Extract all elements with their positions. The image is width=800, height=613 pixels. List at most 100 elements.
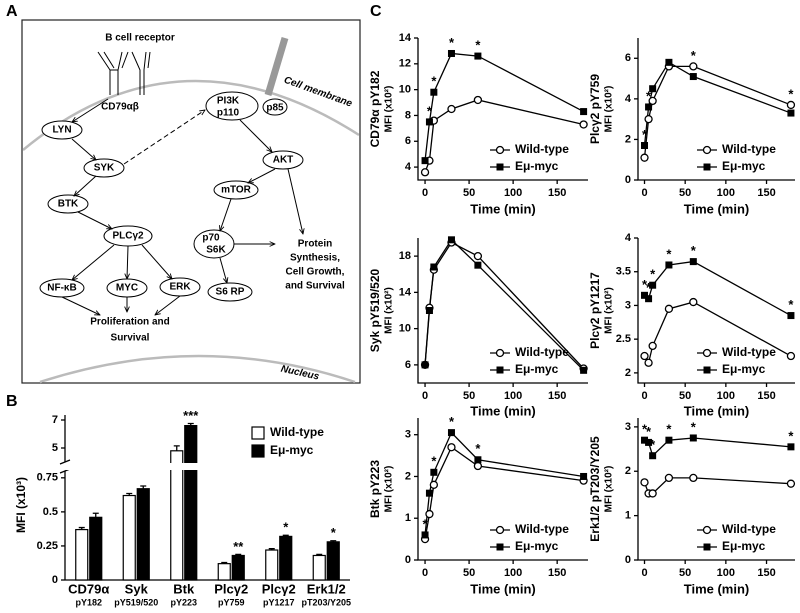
marker (473, 251, 483, 261)
node-label: p70 (202, 233, 220, 244)
bar (265, 549, 279, 581)
marker (648, 96, 657, 106)
legend-swatch (251, 426, 265, 440)
legend-marker (496, 543, 504, 551)
legend-label: Eμ-myc (722, 159, 766, 173)
bar (122, 494, 136, 581)
x-tick-label: 150 (757, 390, 775, 402)
receptor-label: B cell receptor (105, 33, 175, 44)
y-tick-label: 4 (405, 161, 412, 173)
y-axis-label: MFI (x10³) (14, 477, 28, 533)
marker (447, 104, 456, 114)
marker (580, 472, 588, 480)
significance: * (283, 520, 289, 535)
error-bar (282, 534, 289, 537)
y-axis-label: MFI (x10²) (384, 287, 395, 334)
legend-label: Wild-type (515, 345, 569, 359)
bar (231, 554, 245, 581)
marker (665, 58, 673, 66)
marker (689, 297, 698, 307)
marker (648, 489, 657, 498)
nuclear-membrane (39, 354, 356, 384)
marker (664, 473, 674, 483)
significance: * (788, 428, 794, 443)
y-tick-label: 6 (405, 135, 411, 147)
legend-label: Wild-type (722, 522, 776, 536)
marker (641, 142, 649, 150)
marker (430, 468, 438, 476)
marker (649, 452, 657, 460)
y-tick-label: 2 (625, 367, 631, 379)
marker (447, 236, 455, 244)
y-tick-label: 2 (625, 465, 631, 477)
y-axis-label: CD79α pY182 (368, 70, 382, 147)
marker (447, 49, 455, 57)
series-line (424, 238, 585, 371)
marker (447, 443, 456, 452)
marker (645, 103, 653, 111)
legend-marker (495, 525, 505, 535)
error-bar (78, 526, 85, 530)
inhibitor-icon (264, 36, 289, 97)
x-tick-label: Plcγ2 (214, 581, 248, 596)
x-tick-label: CD79α (68, 581, 109, 596)
node-label: LYN (52, 125, 71, 136)
significance: * (691, 419, 697, 434)
node-label: S6 RP (216, 287, 245, 298)
marker (786, 351, 796, 361)
y-tick-label: 5 (52, 442, 58, 454)
node-label: CD79αβ (101, 102, 139, 113)
significance: * (691, 243, 697, 258)
y-tick-label: 2 (625, 133, 631, 145)
node-label: ERK (169, 282, 191, 293)
marker (641, 291, 649, 299)
x-tick-label: 100 (504, 187, 522, 199)
node-label: PLCγ2 (112, 231, 144, 242)
y-tick-label: 0.25 (37, 540, 58, 552)
y-tick-label: 18 (399, 250, 411, 262)
pathway-diagram: Cell membrane Nucleus B cell receptor CD… (21, 19, 361, 384)
x-tick-label: 100 (504, 567, 522, 579)
error-bar (92, 512, 99, 518)
y-tick-label: 14 (399, 32, 412, 44)
marker (665, 261, 673, 269)
x-tick-label: 50 (463, 187, 475, 199)
marker (425, 118, 433, 126)
y-tick-label: 0.5 (43, 506, 58, 518)
legend-label: Eμ-myc (515, 159, 559, 173)
x-axis-label: Time (min) (470, 581, 536, 596)
y-tick-label: 2.5 (616, 333, 631, 345)
marker (430, 263, 438, 271)
x-tick-label: 150 (757, 567, 775, 579)
error-bar (316, 553, 323, 556)
marker (649, 281, 657, 289)
x-tick-label: 50 (463, 567, 475, 579)
marker (473, 95, 483, 105)
y-tick-label: 3.5 (616, 266, 631, 278)
y-tick-label: 14 (399, 286, 412, 298)
node-shapes (39, 91, 304, 302)
x-axis-label: Time (min) (684, 581, 750, 596)
legend-label: Wild-type (722, 345, 776, 359)
bar (279, 535, 293, 581)
x-tick-label: 100 (717, 187, 735, 199)
x-axis-label: Time (min) (684, 403, 750, 418)
output-label: Cell Growth, (286, 267, 345, 278)
marker (787, 443, 795, 451)
y-tick-label: 10 (399, 84, 411, 96)
x-tick-label: Erk1/2 (307, 581, 346, 596)
bar (312, 554, 326, 581)
y-tick-label: 6 (405, 359, 411, 371)
marker (447, 429, 455, 437)
significance: * (788, 86, 794, 101)
bar (89, 516, 103, 581)
panel-label: C (370, 3, 382, 20)
marker (689, 73, 697, 81)
marker (474, 261, 482, 269)
output-label: Protein (298, 239, 332, 250)
axes (417, 38, 588, 181)
x-tick-label: 50 (679, 390, 691, 402)
marker (689, 258, 697, 266)
node-label: p110 (217, 108, 240, 119)
